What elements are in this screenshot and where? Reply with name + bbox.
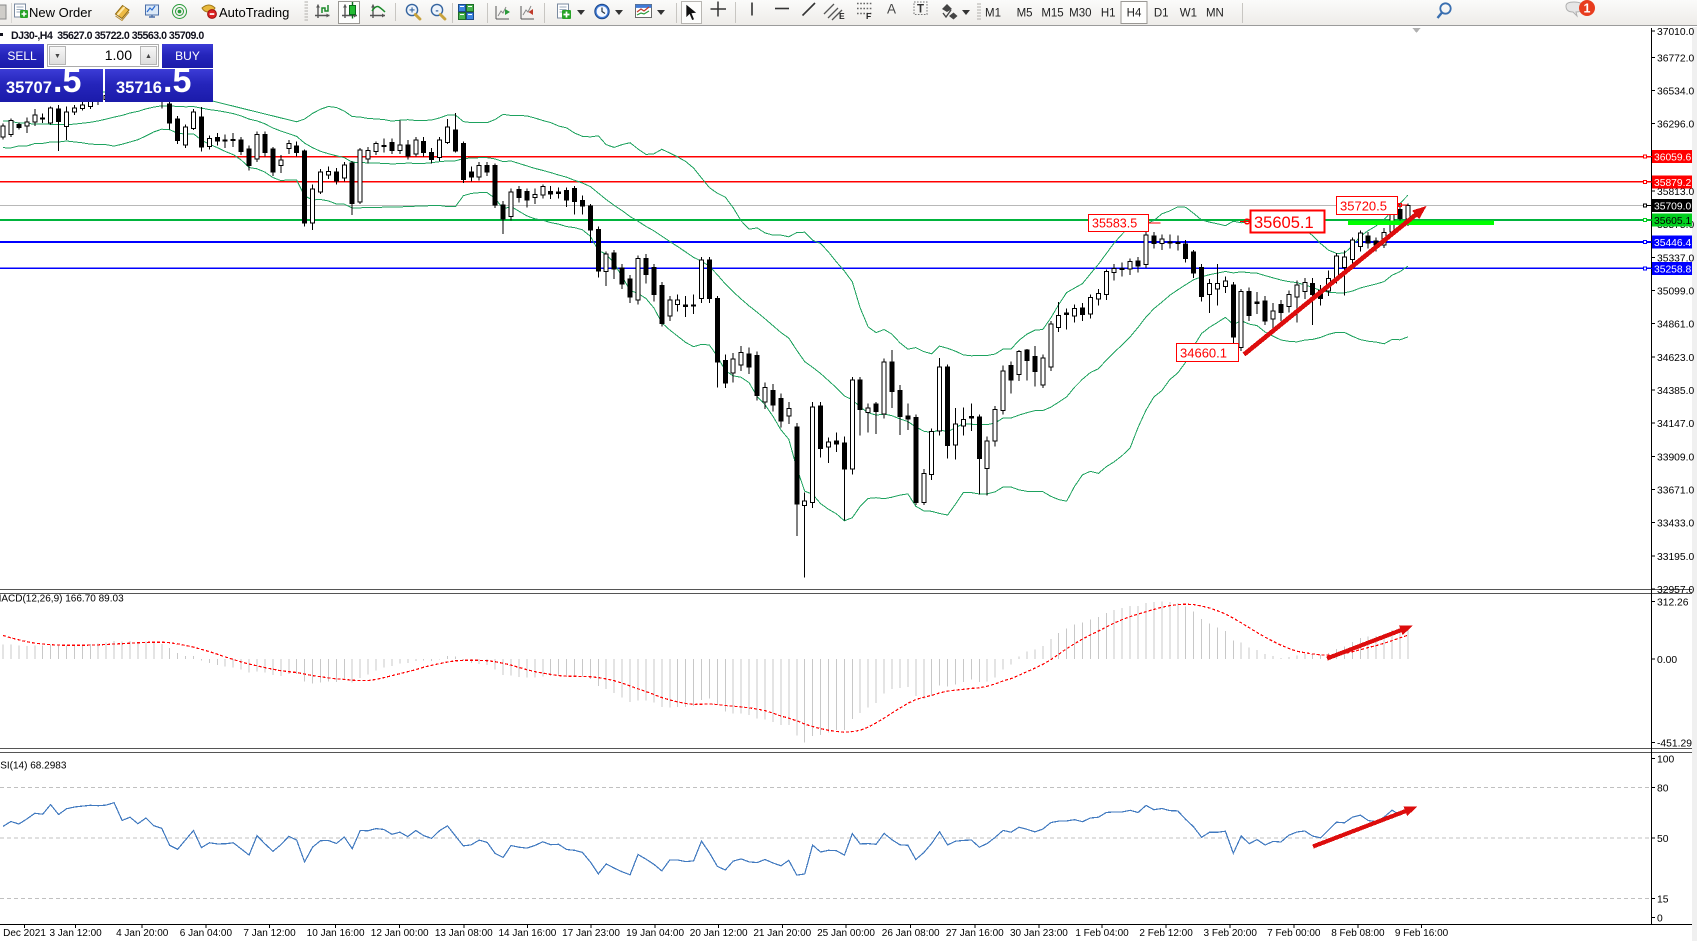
svg-text:100: 100 bbox=[1657, 755, 1674, 766]
svg-text:AutoTrading: AutoTrading bbox=[219, 5, 289, 20]
svg-text:34861.0: 34861.0 bbox=[1657, 320, 1694, 331]
svg-text:35720.5: 35720.5 bbox=[1340, 199, 1387, 214]
svg-text:MN: MN bbox=[1206, 8, 1224, 20]
svg-text:MACD(12,26,9) 166.70 89.03: MACD(12,26,9) 166.70 89.03 bbox=[0, 594, 124, 605]
svg-text:33433.0: 33433.0 bbox=[1657, 519, 1694, 530]
svg-text:30 Jan 23:00: 30 Jan 23:00 bbox=[1010, 928, 1068, 939]
svg-text:1: 1 bbox=[1584, 1, 1591, 15]
svg-text:35605.1: 35605.1 bbox=[1654, 216, 1691, 227]
svg-text:0: 0 bbox=[1657, 914, 1663, 925]
svg-text:35605.1: 35605.1 bbox=[1254, 214, 1314, 232]
svg-text:36534.0: 36534.0 bbox=[1657, 87, 1694, 98]
svg-text:-: - bbox=[435, 6, 438, 17]
svg-text:14 Jan 16:00: 14 Jan 16:00 bbox=[498, 928, 556, 939]
svg-text:34385.0: 34385.0 bbox=[1657, 386, 1694, 397]
svg-text:35709.0: 35709.0 bbox=[1654, 202, 1691, 213]
svg-text:M30: M30 bbox=[1069, 8, 1091, 20]
svg-text:35337.0: 35337.0 bbox=[1657, 253, 1694, 264]
svg-text:35879.2: 35879.2 bbox=[1654, 178, 1691, 189]
svg-text:34147.0: 34147.0 bbox=[1657, 419, 1694, 430]
svg-text:32957.0: 32957.0 bbox=[1657, 585, 1694, 596]
svg-text:M1: M1 bbox=[985, 8, 1001, 20]
svg-text:35583.5: 35583.5 bbox=[1092, 217, 1137, 231]
svg-text:37010.0: 37010.0 bbox=[1657, 27, 1694, 38]
svg-text:A: A bbox=[887, 2, 896, 17]
svg-text:0.00: 0.00 bbox=[1657, 655, 1677, 666]
svg-text:35099.0: 35099.0 bbox=[1657, 287, 1694, 298]
svg-text:M5: M5 bbox=[1017, 8, 1033, 20]
svg-text:19 Jan 04:00: 19 Jan 04:00 bbox=[626, 928, 684, 939]
svg-text:Dec 2021: Dec 2021 bbox=[3, 928, 46, 939]
svg-text:F: F bbox=[866, 11, 871, 21]
svg-text:312.26: 312.26 bbox=[1657, 597, 1689, 608]
svg-text:80: 80 bbox=[1657, 784, 1669, 795]
svg-text:12 Jan 00:00: 12 Jan 00:00 bbox=[371, 928, 429, 939]
svg-text:1 Feb 04:00: 1 Feb 04:00 bbox=[1075, 928, 1129, 939]
svg-text:E: E bbox=[839, 11, 845, 21]
svg-text:34660.1: 34660.1 bbox=[1180, 346, 1227, 361]
svg-text:15: 15 bbox=[1657, 895, 1669, 906]
svg-text:H4: H4 bbox=[1127, 8, 1142, 20]
svg-text:20 Jan 12:00: 20 Jan 12:00 bbox=[690, 928, 748, 939]
svg-text:13 Jan 08:00: 13 Jan 08:00 bbox=[435, 928, 493, 939]
svg-text:33195.0: 33195.0 bbox=[1657, 552, 1694, 563]
svg-text:36059.6: 36059.6 bbox=[1654, 153, 1691, 164]
svg-text:H1: H1 bbox=[1101, 8, 1116, 20]
svg-text:33671.0: 33671.0 bbox=[1657, 486, 1694, 497]
svg-text:21 Jan 20:00: 21 Jan 20:00 bbox=[753, 928, 811, 939]
svg-text:7 Feb 00:00: 7 Feb 00:00 bbox=[1267, 928, 1321, 939]
svg-text:50: 50 bbox=[1657, 834, 1669, 845]
svg-text:8 Feb 08:00: 8 Feb 08:00 bbox=[1331, 928, 1385, 939]
svg-text:10 Jan 16:00: 10 Jan 16:00 bbox=[307, 928, 365, 939]
svg-text:36296.0: 36296.0 bbox=[1657, 120, 1694, 131]
svg-text:3 Jan 12:00: 3 Jan 12:00 bbox=[49, 928, 102, 939]
svg-text:17 Jan 23:00: 17 Jan 23:00 bbox=[562, 928, 620, 939]
svg-text:26 Jan 08:00: 26 Jan 08:00 bbox=[882, 928, 940, 939]
svg-text:35258.8: 35258.8 bbox=[1654, 264, 1691, 275]
svg-text:4 Jan 20:00: 4 Jan 20:00 bbox=[116, 928, 169, 939]
svg-text:35813.0: 35813.0 bbox=[1657, 187, 1694, 198]
svg-text:36772.0: 36772.0 bbox=[1657, 53, 1694, 64]
svg-text:W1: W1 bbox=[1180, 8, 1197, 20]
svg-text:T: T bbox=[917, 4, 924, 16]
svg-text:35446.4: 35446.4 bbox=[1654, 238, 1691, 249]
svg-text:9 Feb 16:00: 9 Feb 16:00 bbox=[1395, 928, 1449, 939]
svg-text:New Order: New Order bbox=[29, 5, 93, 20]
svg-text:3 Feb 20:00: 3 Feb 20:00 bbox=[1204, 928, 1258, 939]
svg-text:6 Jan 04:00: 6 Jan 04:00 bbox=[180, 928, 233, 939]
svg-text:-451.29: -451.29 bbox=[1657, 738, 1692, 749]
svg-text:D1: D1 bbox=[1154, 8, 1169, 20]
svg-text:25 Jan 00:00: 25 Jan 00:00 bbox=[817, 928, 875, 939]
svg-text:7 Jan 12:00: 7 Jan 12:00 bbox=[243, 928, 296, 939]
svg-text:33909.0: 33909.0 bbox=[1657, 452, 1694, 463]
svg-text:+: + bbox=[409, 6, 415, 17]
svg-text:27 Jan 16:00: 27 Jan 16:00 bbox=[946, 928, 1004, 939]
svg-text:RSI(14) 68.2983: RSI(14) 68.2983 bbox=[0, 761, 67, 772]
svg-text:M15: M15 bbox=[1041, 8, 1063, 20]
svg-text:2 Feb 12:00: 2 Feb 12:00 bbox=[1139, 928, 1193, 939]
svg-text:34623.0: 34623.0 bbox=[1657, 353, 1694, 364]
